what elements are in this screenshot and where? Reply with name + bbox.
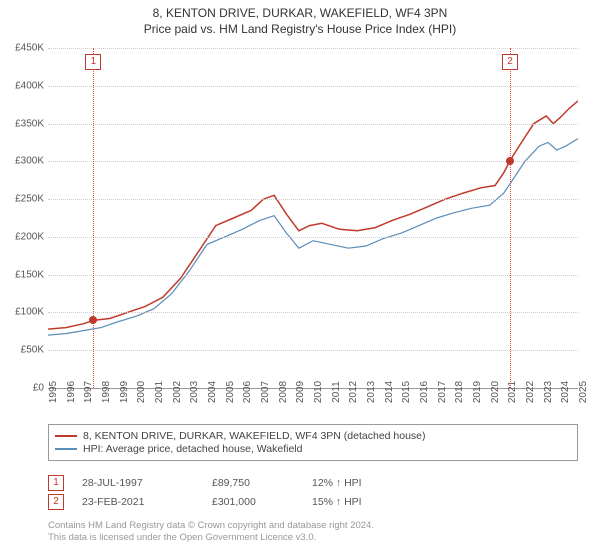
x-axis-label: 2012 (348, 381, 359, 403)
y-axis-label: £250K (0, 194, 44, 205)
x-axis-label: 2003 (189, 381, 200, 403)
x-axis-label: 2013 (366, 381, 377, 403)
sales-row: 2 23-FEB-2021 £301,000 15% ↑ HPI (48, 494, 578, 510)
x-axis-label: 2023 (543, 381, 554, 403)
x-axis-label: 2015 (401, 381, 412, 403)
chart-plot-area: £0£50K£100K£150K£200K£250K£300K£350K£400… (48, 48, 578, 389)
marker-vline (93, 48, 94, 388)
gridline (48, 312, 578, 313)
x-axis-label: 2022 (525, 381, 536, 403)
footer-line2: This data is licensed under the Open Gov… (48, 532, 374, 544)
gridline (48, 275, 578, 276)
x-axis-label: 2002 (172, 381, 183, 403)
legend-swatch (55, 435, 77, 437)
marker-dot (89, 316, 97, 324)
marker-vline (510, 48, 511, 388)
legend-box: 8, KENTON DRIVE, DURKAR, WAKEFIELD, WF4 … (48, 424, 578, 461)
title-line2: Price paid vs. HM Land Registry's House … (0, 22, 600, 38)
x-axis-label: 2025 (578, 381, 589, 403)
x-axis-label: 1999 (119, 381, 130, 403)
x-axis-label: 2021 (507, 381, 518, 403)
gridline (48, 237, 578, 238)
x-axis-label: 2005 (225, 381, 236, 403)
y-axis-label: £150K (0, 269, 44, 280)
x-axis-label: 2008 (278, 381, 289, 403)
gridline (48, 86, 578, 87)
x-axis-label: 2020 (490, 381, 501, 403)
marker-ref-box: 2 (48, 494, 64, 510)
legend-item: 8, KENTON DRIVE, DURKAR, WAKEFIELD, WF4 … (55, 430, 571, 442)
x-axis-label: 2004 (207, 381, 218, 403)
chart-svg (48, 48, 578, 388)
x-axis-label: 1998 (101, 381, 112, 403)
x-axis-label: 2019 (472, 381, 483, 403)
title-block: 8, KENTON DRIVE, DURKAR, WAKEFIELD, WF4 … (0, 0, 600, 37)
gridline (48, 350, 578, 351)
x-axis-label: 2001 (154, 381, 165, 403)
x-axis-label: 1995 (48, 381, 59, 403)
marker-ref-box: 1 (48, 475, 64, 491)
title-line1: 8, KENTON DRIVE, DURKAR, WAKEFIELD, WF4 … (0, 6, 600, 22)
y-axis-label: £0 (0, 383, 44, 394)
x-axis-label: 2024 (560, 381, 571, 403)
footer-attribution: Contains HM Land Registry data © Crown c… (48, 520, 374, 545)
x-axis-label: 2016 (419, 381, 430, 403)
y-axis-label: £100K (0, 307, 44, 318)
gridline (48, 199, 578, 200)
y-axis-label: £200K (0, 231, 44, 242)
x-axis-label: 2017 (437, 381, 448, 403)
x-axis-label: 2009 (295, 381, 306, 403)
x-axis-label: 2014 (384, 381, 395, 403)
series-property-line (48, 101, 578, 329)
chart-container: 8, KENTON DRIVE, DURKAR, WAKEFIELD, WF4 … (0, 0, 600, 560)
y-axis-label: £350K (0, 118, 44, 129)
gridline (48, 161, 578, 162)
sales-table: 1 28-JUL-1997 £89,750 12% ↑ HPI 2 23-FEB… (48, 472, 578, 513)
sale-price: £301,000 (212, 496, 312, 508)
marker-dot (506, 157, 514, 165)
x-axis-label: 2018 (454, 381, 465, 403)
sale-date: 28-JUL-1997 (82, 477, 212, 489)
sale-date: 23-FEB-2021 (82, 496, 212, 508)
legend-label: 8, KENTON DRIVE, DURKAR, WAKEFIELD, WF4 … (83, 430, 426, 442)
footer-line1: Contains HM Land Registry data © Crown c… (48, 520, 374, 532)
x-axis-label: 2000 (136, 381, 147, 403)
sale-hpi: 15% ↑ HPI (312, 496, 412, 508)
sales-row: 1 28-JUL-1997 £89,750 12% ↑ HPI (48, 475, 578, 491)
gridline (48, 124, 578, 125)
legend-item: HPI: Average price, detached house, Wake… (55, 443, 571, 455)
legend-label: HPI: Average price, detached house, Wake… (83, 443, 302, 455)
x-axis-label: 2006 (242, 381, 253, 403)
sale-price: £89,750 (212, 477, 312, 489)
y-axis-label: £400K (0, 80, 44, 91)
y-axis-label: £300K (0, 156, 44, 167)
x-axis-label: 2011 (331, 381, 342, 403)
x-axis-label: 2010 (313, 381, 324, 403)
marker-number-box: 2 (502, 54, 518, 70)
x-axis-label: 2007 (260, 381, 271, 403)
legend-swatch (55, 448, 77, 450)
marker-number-box: 1 (85, 54, 101, 70)
sale-hpi: 12% ↑ HPI (312, 477, 412, 489)
y-axis-label: £450K (0, 43, 44, 54)
gridline (48, 48, 578, 49)
y-axis-label: £50K (0, 345, 44, 356)
x-axis-label: 1996 (66, 381, 77, 403)
